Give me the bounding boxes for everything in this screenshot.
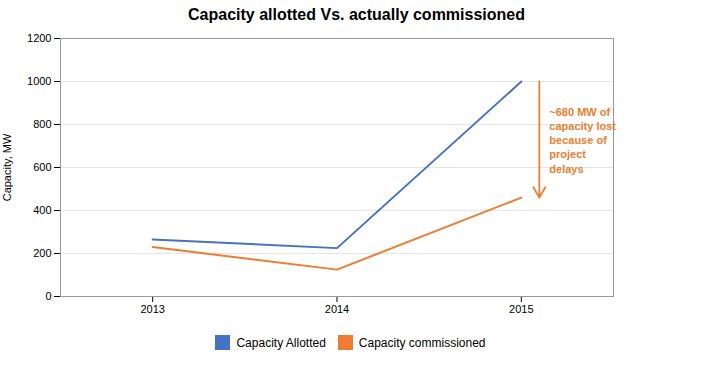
svg-text:0: 0 [45,290,51,302]
svg-text:2015: 2015 [509,303,533,315]
html-text:Capacity allotted Vs. actually: Capacity allotted Vs. actually commissio… [188,6,525,23]
svg-text:400: 400 [33,204,51,216]
svg-text:1000: 1000 [27,75,51,87]
svg-text:1200: 1200 [27,32,51,44]
svg-text:800: 800 [33,118,51,130]
html-text:Capacity Allotted: Capacity Allotted [236,335,326,350]
svg-text:600: 600 [33,161,51,173]
svg-text:~680 MW ofcapacity lostbecause: ~680 MW ofcapacity lostbecause ofproject… [549,106,616,175]
svg-text:2013: 2013 [140,303,164,315]
svg-text:200: 200 [33,247,51,259]
html-text:Capacity commissioned: Capacity commissioned [358,335,486,350]
svg-text:2014: 2014 [325,303,349,315]
svg-text:Capacity, MW: Capacity, MW [1,133,13,201]
